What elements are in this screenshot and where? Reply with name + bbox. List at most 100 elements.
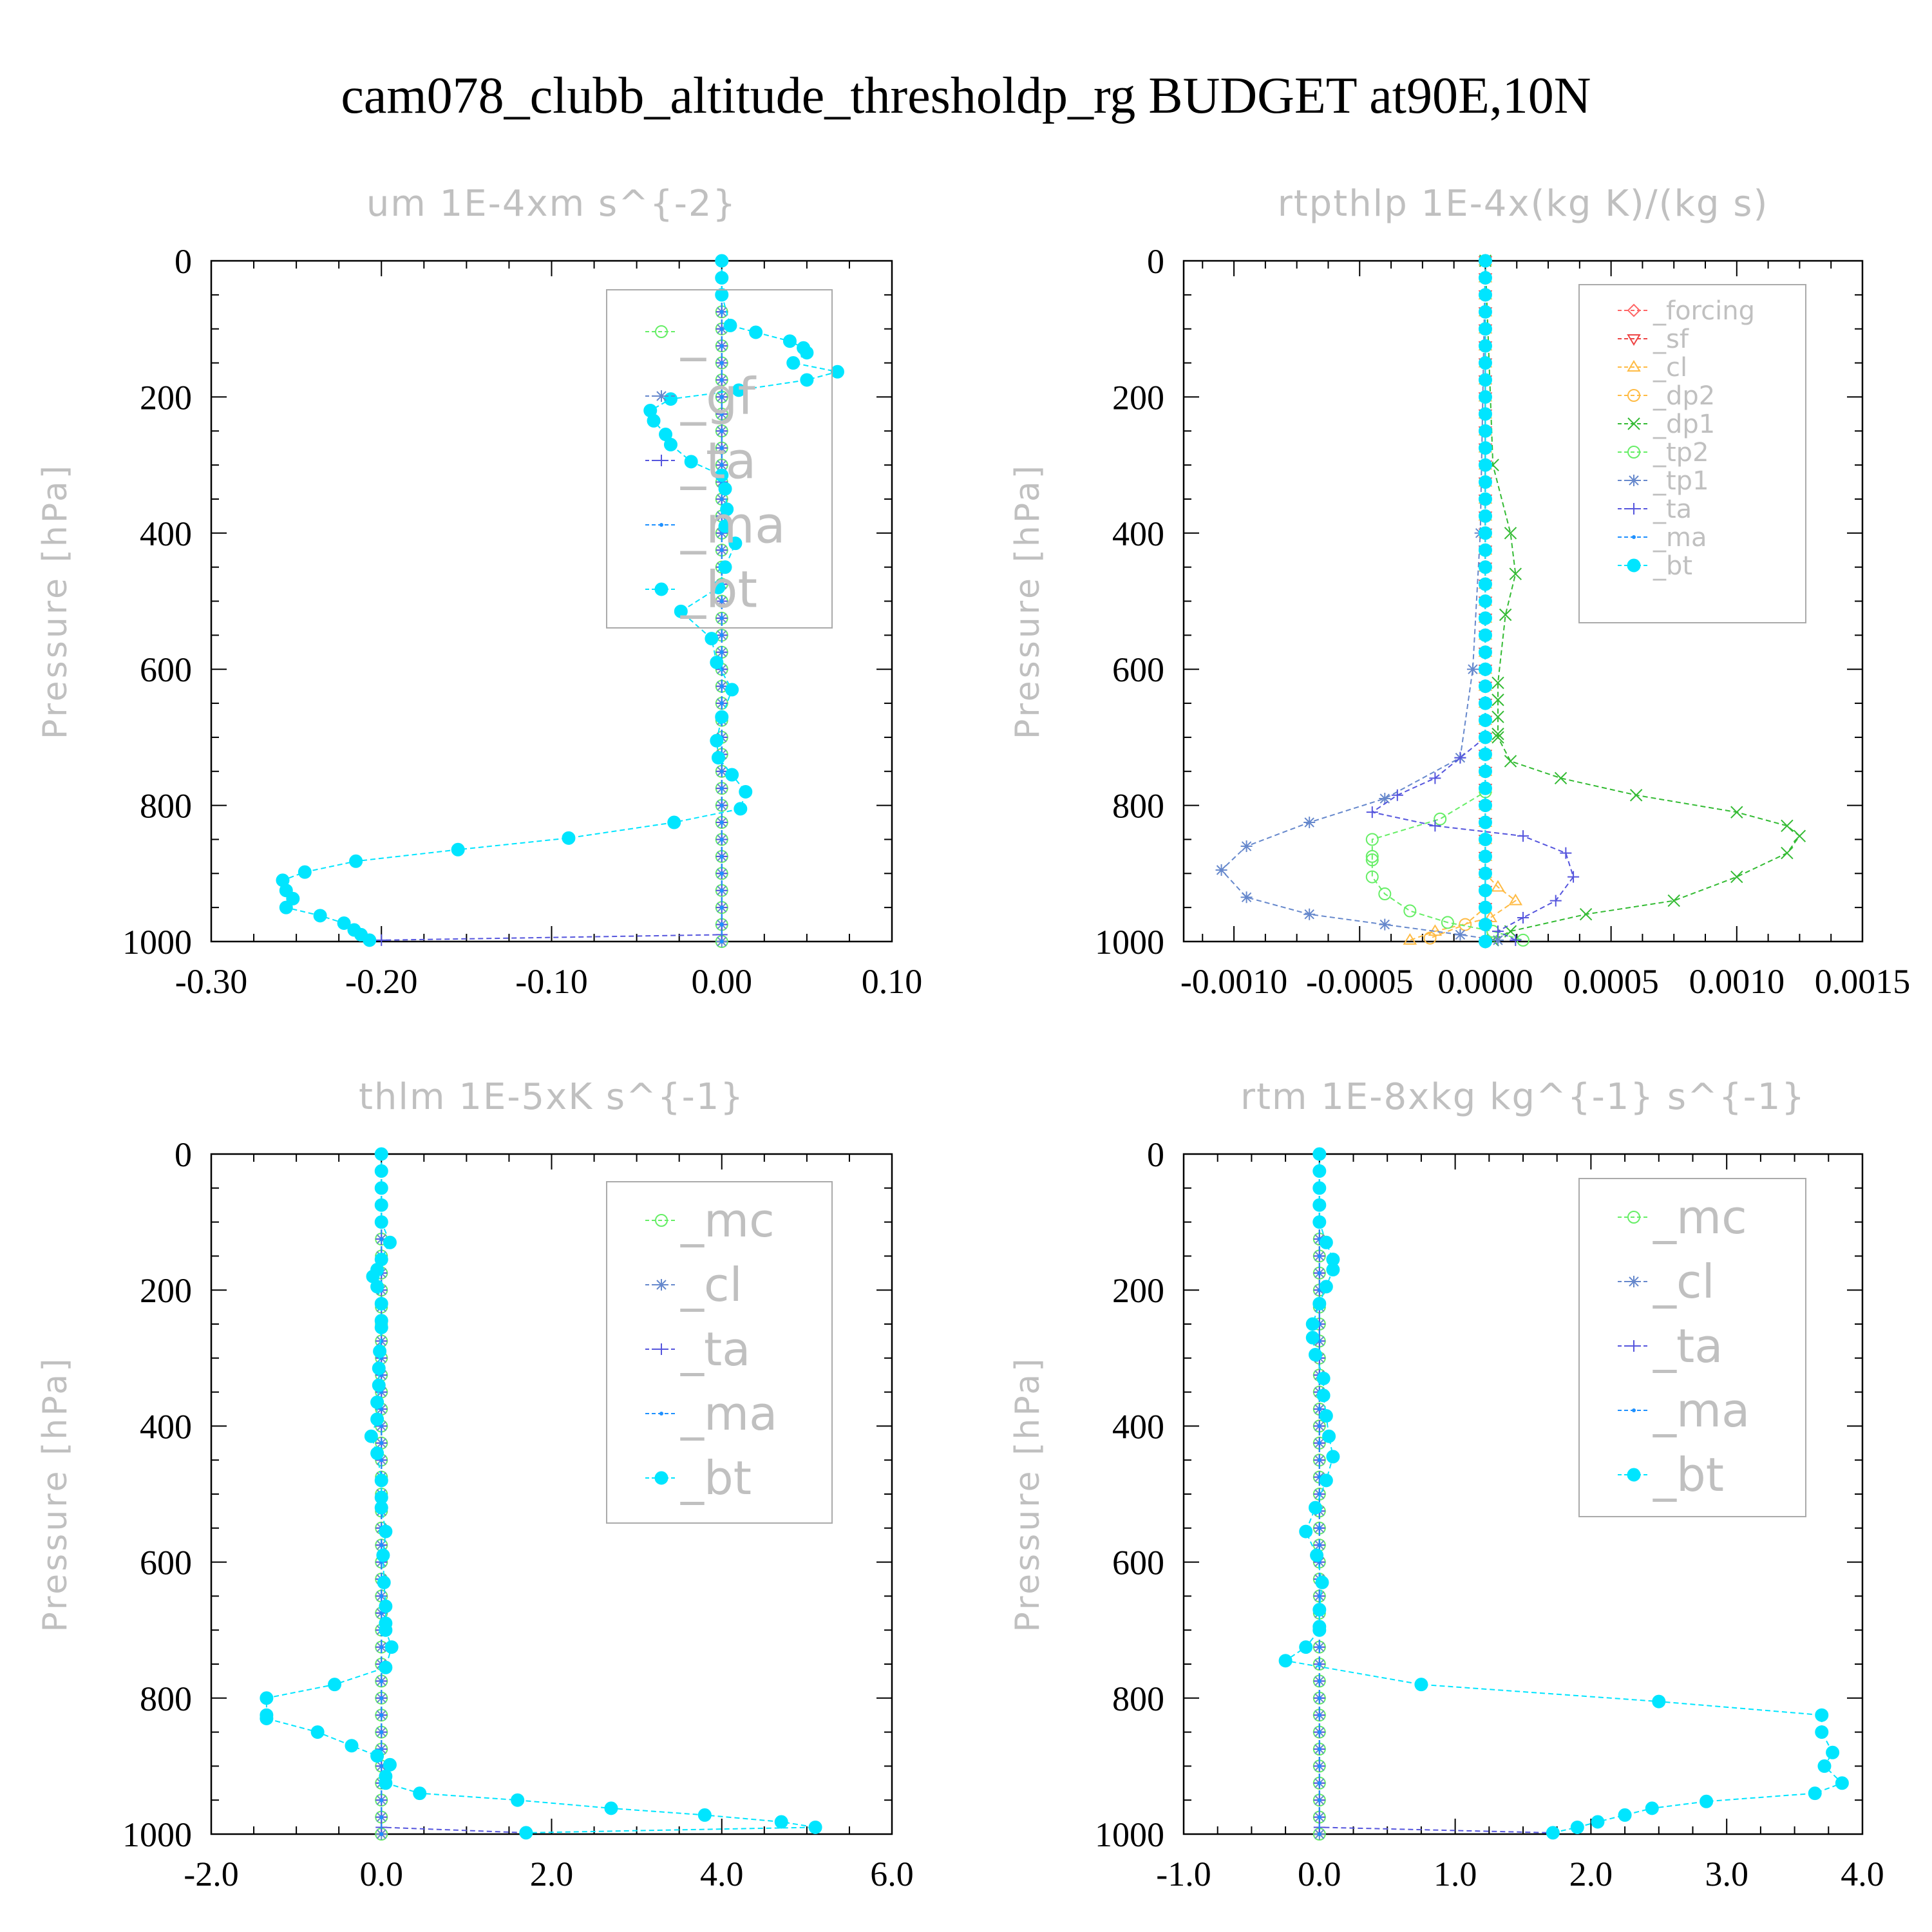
data-point	[1781, 819, 1794, 833]
data-point	[370, 1412, 384, 1426]
series-ta	[375, 1148, 532, 1839]
series-markers	[1317, 1152, 1321, 1836]
data-point	[719, 361, 724, 365]
data-point	[1517, 830, 1529, 842]
legend-box	[1578, 1178, 1806, 1517]
data-point	[1326, 1263, 1340, 1277]
data-point	[374, 1147, 388, 1161]
x-tick-label: 0.0	[360, 1855, 404, 1893]
data-point	[786, 356, 800, 370]
data-point	[719, 310, 724, 314]
x-tick-label: -0.30	[175, 962, 247, 1001]
x-tick-label: 0.0	[1298, 1855, 1341, 1893]
data-point	[1429, 820, 1441, 832]
legend-marker	[1628, 475, 1640, 486]
data-point	[1478, 305, 1492, 319]
data-point	[719, 837, 724, 842]
x-tick-label: 0.0015	[1815, 962, 1911, 1001]
legend-marker	[1627, 558, 1641, 573]
legend-entry: _bt	[1653, 1448, 1724, 1502]
data-point	[1316, 1371, 1331, 1385]
y-tick-label: 600	[1112, 1544, 1164, 1582]
legend-marker	[1627, 389, 1640, 402]
y-tick-label: 800	[1112, 1680, 1164, 1718]
data-point	[1478, 390, 1492, 404]
data-point	[697, 1808, 712, 1822]
legend-entry: _mc	[680, 1193, 775, 1247]
data-point	[719, 344, 724, 348]
x-tick-label: 2.0	[1569, 1855, 1613, 1893]
data-point	[1509, 567, 1522, 580]
data-point	[1317, 1254, 1321, 1258]
data-point	[1317, 1781, 1321, 1785]
x-tick-label: 2.0	[530, 1855, 574, 1893]
data-point	[1365, 849, 1379, 863]
data-point	[379, 1441, 384, 1445]
legend-entry: _cl	[1653, 1255, 1715, 1309]
data-point	[1317, 1832, 1321, 1836]
legend-entry: _gf	[680, 368, 757, 426]
data-point	[1429, 772, 1441, 784]
x-ticks	[1183, 1154, 1863, 1834]
data-point	[379, 1594, 384, 1598]
legend-marker	[655, 1214, 668, 1227]
series-ma	[1317, 1152, 1321, 1836]
data-point	[1478, 492, 1492, 506]
data-point	[719, 854, 724, 858]
data-point	[719, 684, 724, 688]
x-tick-label: 4.0	[1841, 1855, 1884, 1893]
legend-marker	[1628, 503, 1640, 515]
data-point	[719, 633, 724, 638]
data-point	[376, 1548, 390, 1562]
data-point	[379, 1524, 393, 1539]
data-point	[719, 786, 724, 791]
data-point	[1365, 853, 1379, 867]
data-point	[647, 413, 661, 428]
panel-title: rtpthlp 1E-4x(kg K)/(kg s)	[1278, 183, 1769, 225]
data-point	[1317, 1543, 1321, 1548]
data-point	[1478, 713, 1492, 727]
y-axis-label: Pressure [hPa]	[1009, 1356, 1047, 1633]
legend-marker	[656, 390, 667, 402]
data-point	[719, 599, 724, 603]
data-point	[1315, 1575, 1329, 1589]
data-point	[370, 1446, 384, 1461]
series-line	[1370, 261, 1575, 941]
data-point	[1492, 925, 1504, 938]
y-tick-label: 200	[140, 1271, 192, 1310]
data-point	[279, 900, 293, 914]
data-point	[1478, 781, 1492, 795]
data-point	[1317, 1424, 1321, 1428]
data-point	[1667, 894, 1680, 907]
figure-title: cam078_clubb_altitude_thresholdp_rg BUDG…	[341, 68, 1591, 124]
data-point	[1478, 799, 1492, 813]
data-point	[1379, 918, 1391, 931]
data-point	[710, 734, 724, 748]
data-point	[715, 710, 729, 724]
x-tick-label: 0.0000	[1437, 962, 1533, 1001]
y-tick-label: 800	[140, 787, 192, 826]
data-point	[1815, 1708, 1829, 1722]
data-point	[1478, 611, 1492, 625]
y-axis-label: Pressure [hPa]	[36, 1356, 75, 1633]
data-point	[1478, 254, 1492, 268]
data-point	[1652, 1694, 1666, 1709]
series-markers	[1403, 254, 1523, 945]
data-point	[1826, 1745, 1840, 1759]
series-line	[1484, 260, 1801, 941]
data-point	[1517, 912, 1529, 924]
series-tp2	[1365, 254, 1530, 947]
data-point	[1478, 645, 1492, 659]
data-point	[1478, 934, 1492, 949]
data-point	[1316, 1388, 1331, 1403]
data-point	[1478, 662, 1492, 676]
data-point	[519, 1826, 533, 1840]
data-point	[1240, 840, 1253, 853]
data-point	[1434, 812, 1447, 826]
y-tick-label: 600	[140, 1544, 192, 1582]
legend-marker	[656, 455, 667, 466]
data-point	[719, 820, 724, 825]
y-ticks	[1184, 1153, 1862, 1835]
data-point	[1478, 628, 1492, 642]
x-tick-label: 6.0	[870, 1855, 914, 1893]
